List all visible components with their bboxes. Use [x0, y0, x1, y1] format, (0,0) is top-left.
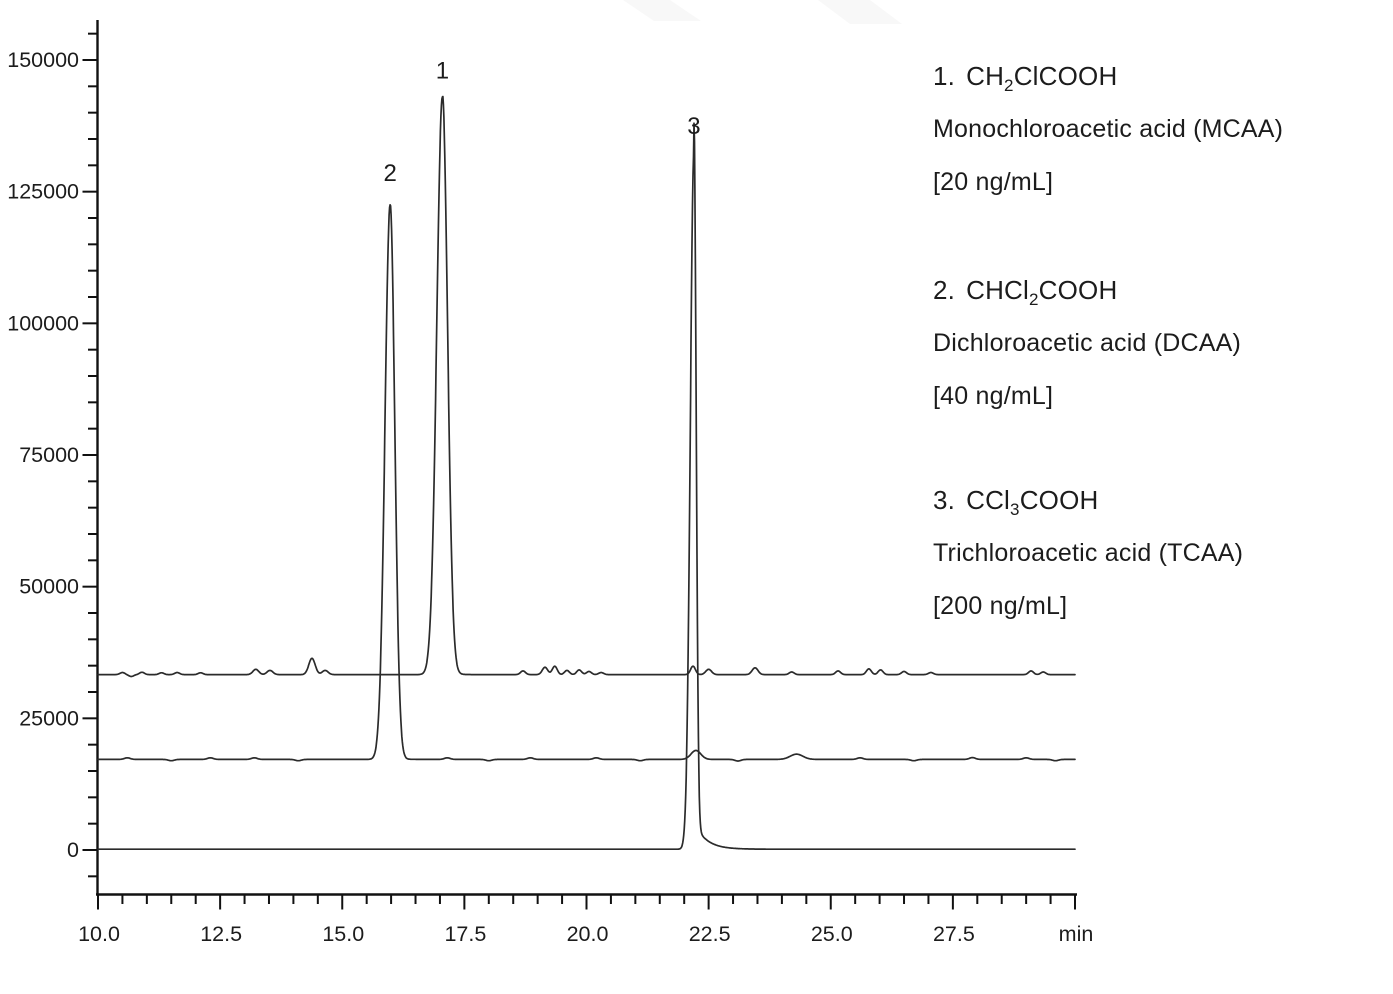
- legend-formula-mcaa: 1. CH2ClCOOH: [933, 50, 1283, 103]
- legend-formula-text: CCl: [966, 485, 1011, 515]
- peak-label-2: 2: [383, 160, 396, 187]
- peak-label-1: 1: [436, 58, 449, 85]
- legend-formula-text: ClCOOH: [1013, 61, 1118, 91]
- legend-compound-name: Trichloroacetic acid (TCAA): [933, 539, 1244, 567]
- legend-entry-tcaa: 3. CCl3COOH Trichloroacetic acid (TCAA) […: [933, 474, 1243, 633]
- legend-formula-dcaa: 2. CHCl2COOH: [933, 264, 1241, 317]
- x-tick-label: 15.0: [322, 922, 364, 946]
- legend-entry-mcaa: 1. CH2ClCOOH Monochloroacetic acid (MCAA)…: [933, 50, 1283, 209]
- y-tick-label: 150000: [7, 48, 79, 72]
- y-tick-label: 100000: [7, 311, 79, 335]
- y-tick-label: 0: [67, 838, 79, 862]
- legend-number: 1.: [933, 61, 956, 91]
- legend-formula-text: CH: [966, 61, 1005, 91]
- legend-number: 2.: [933, 275, 956, 305]
- legend-concentration: [200 ng/mL]: [933, 592, 1068, 620]
- trace-tcaa: [97, 122, 1076, 851]
- y-tick-label: 125000: [7, 180, 79, 204]
- x-tick-label: 22.5: [689, 922, 731, 946]
- y-tick-label: 50000: [19, 575, 79, 599]
- chromatogram-traces: [97, 95, 1076, 851]
- x-tick-label: 20.0: [567, 922, 609, 946]
- x-tick-label: 12.5: [200, 922, 242, 946]
- legend-formula-text: COOH: [1019, 485, 1099, 515]
- legend-formula-subscript: 2: [1004, 76, 1014, 96]
- x-tick-label: 17.5: [444, 922, 486, 946]
- legend-compound-name: Dichloroacetic acid (DCAA): [933, 329, 1242, 357]
- legend-formula-subscript: 2: [1029, 290, 1039, 310]
- x-tick-label: 25.0: [811, 922, 853, 946]
- legend-formula-tcaa: 3. CCl3COOH: [933, 474, 1243, 527]
- legend-formula-text: CHCl: [966, 275, 1029, 305]
- y-tick-label: 75000: [19, 443, 79, 467]
- peak-number-labels: 1 2 3: [383, 58, 700, 188]
- legend-concentration: [20 ng/mL]: [933, 168, 1054, 196]
- legend-entry-dcaa: 2. CHCl2COOH Dichloroacetic acid (DCAA) […: [933, 264, 1241, 423]
- trace-mcaa: [97, 95, 1076, 678]
- legend-formula-text: COOH: [1038, 275, 1118, 305]
- legend-concentration: [40 ng/mL]: [933, 382, 1054, 410]
- legend-formula-subscript: 3: [1010, 500, 1020, 520]
- legend-compound-name: Monochloroacetic acid (MCAA): [933, 115, 1284, 143]
- x-tick-label: 10.0: [78, 922, 120, 946]
- x-tick-label: min: [1059, 922, 1094, 946]
- legend-number: 3.: [933, 485, 956, 515]
- watermark-artifact: [818, 0, 902, 24]
- peak-label-3: 3: [687, 113, 700, 140]
- watermark-artifact: [623, 0, 701, 21]
- axes: 10.0 12.5 15.0 17.5 20.0 22.5 25.0 27.5 min02500…: [7, 20, 1093, 946]
- x-tick-label: 27.5: [933, 922, 975, 946]
- trace-dcaa: [97, 203, 1076, 762]
- y-tick-label: 25000: [19, 706, 79, 730]
